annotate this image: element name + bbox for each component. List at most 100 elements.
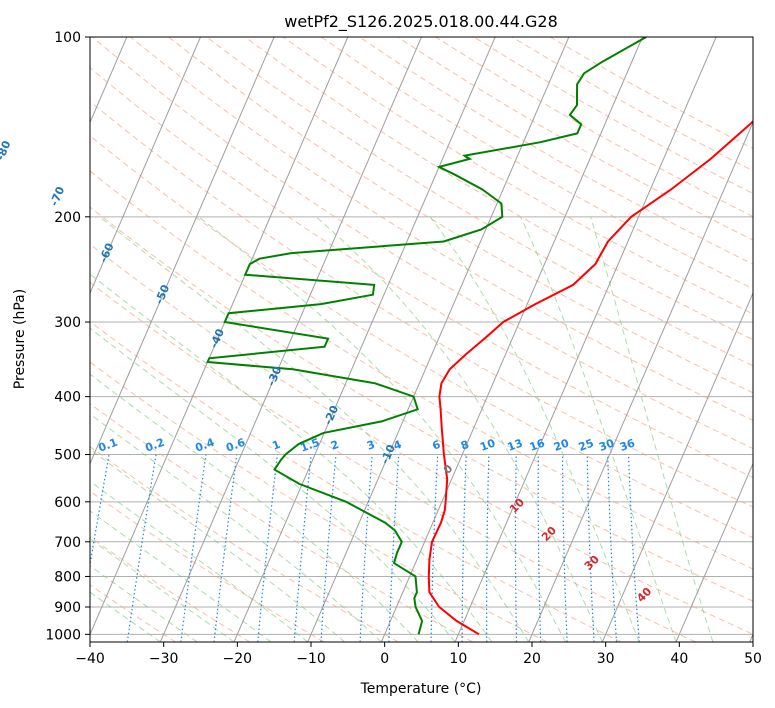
isotherm-line <box>90 37 349 636</box>
mixing-ratio-line <box>586 454 595 642</box>
mixing-ratio-label: 3 <box>365 438 377 453</box>
moist-adiabat <box>198 216 566 642</box>
mixing-ratio-line <box>486 454 490 642</box>
mixing-ratio-line <box>430 454 439 642</box>
mixing-ratio-label: 1 <box>270 438 282 453</box>
x-tick-label: 40 <box>670 651 688 667</box>
mixing-ratio-label: 8 <box>459 438 471 453</box>
dry-adiabat <box>320 37 753 290</box>
isotherm-line <box>159 37 422 642</box>
mixing-ratio-line <box>293 454 312 642</box>
x-tick-label: −30 <box>149 651 179 667</box>
mixing-ratio-label: 13 <box>506 436 525 453</box>
mixing-ratio-label: 0.6 <box>224 436 247 455</box>
y-tick-label: 1000 <box>45 627 81 643</box>
y-tick-label: 800 <box>54 569 81 585</box>
mixing-ratio-line <box>388 454 400 642</box>
moist-adiabat <box>90 480 309 642</box>
mixing-ratio-label: 0.2 <box>143 436 166 455</box>
x-axis-label: Temperature (°C) <box>360 681 482 697</box>
isotherm-line <box>675 462 753 642</box>
y-tick-label: 900 <box>54 600 81 616</box>
mixing-ratio-line <box>537 454 542 642</box>
profile-lines <box>206 37 753 636</box>
x-tick-label: 0 <box>380 651 389 667</box>
dry-adiabat <box>90 361 548 642</box>
mixing-ratio-line <box>320 454 337 642</box>
moist-adiabat <box>590 216 714 642</box>
moist-adiabat <box>315 216 603 642</box>
mixing-ratio-label: 10 <box>478 436 497 454</box>
dry-adiabat <box>90 135 753 539</box>
background-lines <box>90 37 753 642</box>
y-tick-label: 500 <box>54 448 81 464</box>
dewpoint-profile <box>206 37 647 635</box>
mixing-ratio-label: 36 <box>618 436 637 454</box>
dry-adiabat <box>90 243 753 635</box>
mixing-ratio-line <box>359 454 373 642</box>
moist-adiabat <box>90 538 235 642</box>
y-tick-label: 200 <box>54 210 81 226</box>
moist-adiabat <box>90 327 456 642</box>
x-tick-label: 30 <box>597 651 615 667</box>
x-tick-label: 20 <box>523 651 541 667</box>
y-tick-label: 300 <box>54 315 81 331</box>
y-axis-label: Pressure (hPa) <box>12 289 28 389</box>
axis-ticks: −40 −30 −20 −10 0 10 20 30 40 50 1000 900 800 700 600 5… <box>45 30 762 667</box>
mixing-ratio-label: 2 <box>329 438 341 453</box>
mixing-ratio-label: 16 <box>528 436 547 454</box>
chart-title: wetPf2_S126.2025.018.00.44.G28 <box>284 12 558 32</box>
isotherm-line <box>233 37 496 642</box>
y-tick-label: 700 <box>54 535 81 551</box>
y-tick-label: 400 <box>54 390 81 406</box>
mixing-ratio-line <box>607 454 618 642</box>
temperature-profile <box>427 120 753 636</box>
mixing-ratio-label: 6 <box>431 438 443 453</box>
moist-adiabat <box>90 565 198 642</box>
y-tick-label: 600 <box>54 495 81 511</box>
moist-adiabat <box>90 273 493 642</box>
isotherm-line <box>454 37 717 642</box>
mixing-ratio-label: 0.4 <box>193 436 216 455</box>
dry-adiabat <box>91 37 753 450</box>
mixing-ratio-line <box>562 454 568 642</box>
isotherm-line <box>307 37 570 642</box>
mixing-ratio-label: 1.5 <box>299 436 322 455</box>
mixing-ratio-label: 25 <box>577 437 596 454</box>
dry-adiabat <box>90 446 399 642</box>
moist-adiabat <box>99 216 530 642</box>
dry-adiabat <box>90 170 753 570</box>
dry-adiabat <box>90 320 622 642</box>
moist-adiabat <box>520 216 677 642</box>
moist-adiabat <box>90 591 161 642</box>
moist-adiabat <box>90 510 272 642</box>
dry-adiabat <box>90 206 753 602</box>
isotherm-line <box>528 121 753 642</box>
dry-adiabat <box>90 100 753 508</box>
moist-adiabat <box>90 373 419 642</box>
isotherm-line <box>90 37 201 295</box>
x-tick-label: −20 <box>223 651 253 667</box>
mixing-ratio-label: 20 <box>552 436 571 454</box>
mixing-ratio-label: 4 <box>392 438 404 453</box>
dry-adiabat <box>168 37 753 394</box>
mixing-ratio-label: 0.1 <box>97 436 120 455</box>
mixing-ratio-line <box>627 454 640 642</box>
x-tick-label: −10 <box>296 651 326 667</box>
dry-adiabat <box>244 37 753 341</box>
line-labels: -100-90-80-70-60-50-40-30-20-100.10.20.4… <box>0 138 655 604</box>
dry-adiabat <box>130 37 753 421</box>
isotherm-line <box>90 37 275 465</box>
y-tick-label: 100 <box>54 30 81 46</box>
x-tick-label: 50 <box>744 651 762 667</box>
dry-adiabat <box>90 490 325 642</box>
plot-frame <box>89 36 754 643</box>
mixing-ratio-line <box>461 454 467 642</box>
isotherm-line <box>601 291 753 642</box>
isotherm-line <box>380 37 643 642</box>
mixing-ratio-label: 30 <box>597 436 616 454</box>
mixing-ratio-line <box>514 454 518 642</box>
x-tick-label: 10 <box>449 651 467 667</box>
